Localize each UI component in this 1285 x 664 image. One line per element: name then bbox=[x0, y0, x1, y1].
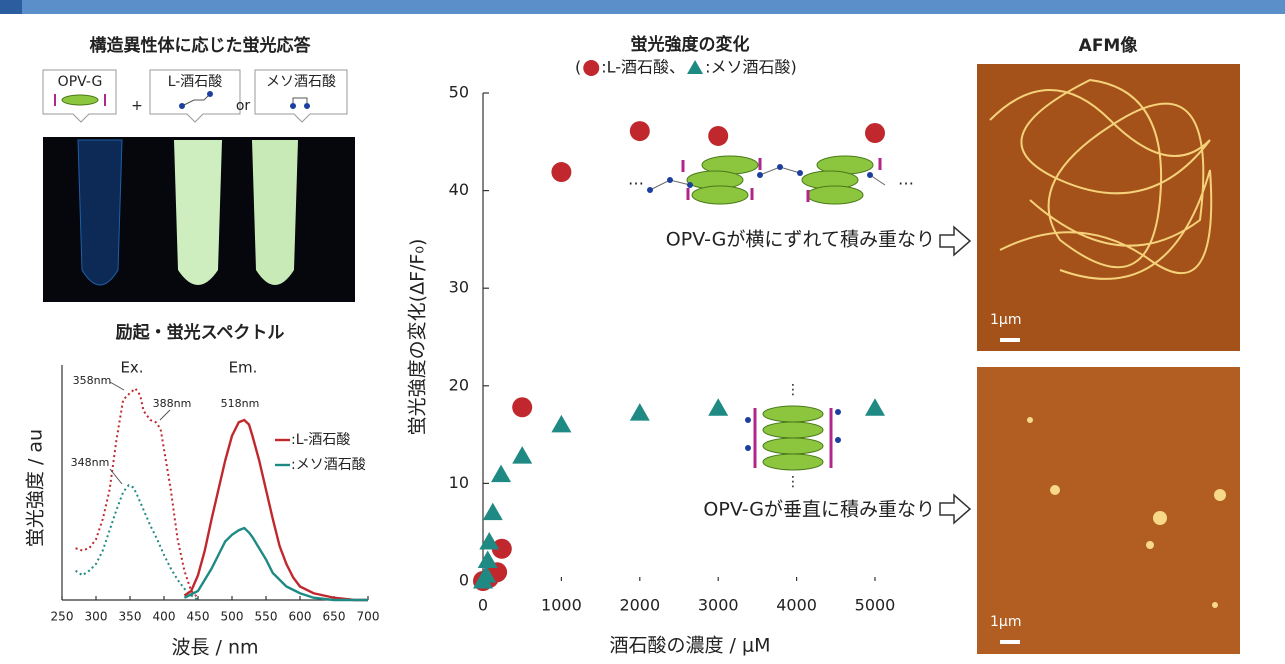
marker bbox=[708, 398, 728, 416]
y-tick-label: 30 bbox=[449, 278, 469, 297]
x-tick-label: 0 bbox=[478, 596, 488, 615]
atom bbox=[179, 103, 185, 109]
tube bbox=[174, 140, 222, 285]
annotation: 518nm bbox=[221, 397, 260, 410]
figure: 構造異性体に応じた蛍光応答 OPV-G L-酒石酸 メソ酒石酸 + or 励起・… bbox=[0, 0, 1285, 664]
plus: + bbox=[131, 98, 143, 114]
x-tick-label: 2000 bbox=[619, 596, 660, 615]
tube bbox=[78, 140, 122, 285]
header-bar bbox=[0, 0, 1285, 14]
panel-title: 構造異性体に応じた蛍光応答 bbox=[90, 35, 312, 56]
x-axis-label: 酒石酸の濃度 / μM bbox=[610, 635, 771, 657]
x-tick-label: 1000 bbox=[541, 596, 582, 615]
annotation: Ex. bbox=[120, 359, 143, 377]
callout-label: OPV-G bbox=[58, 74, 103, 90]
y-tick-label: 50 bbox=[449, 83, 469, 102]
legend-marker bbox=[583, 60, 599, 76]
header-tab bbox=[0, 0, 22, 14]
spectrum-line bbox=[184, 528, 368, 600]
subtitle: :L-酒石酸、 bbox=[601, 58, 685, 77]
annotation: OPV-Gが横にずれて積み重なり bbox=[666, 229, 935, 251]
marker bbox=[491, 465, 511, 483]
spectrum-title: 励起・蛍光スペクトル bbox=[116, 322, 285, 343]
scale-bar bbox=[1000, 640, 1020, 644]
y-tick-label: 20 bbox=[449, 375, 469, 394]
annotation: 388nm bbox=[153, 397, 192, 410]
marker bbox=[865, 123, 885, 143]
marker bbox=[551, 415, 571, 433]
atom bbox=[290, 103, 296, 109]
annotation: OPV-Gが垂直に積み重なり bbox=[703, 499, 935, 521]
x-tick-label: 650 bbox=[323, 610, 346, 624]
x-tick-label: 450 bbox=[187, 610, 210, 624]
callout-label: メソ酒石酸 bbox=[266, 74, 336, 90]
x-tick-label: 4000 bbox=[776, 596, 817, 615]
afm-image bbox=[977, 367, 1240, 654]
ellipsis: … bbox=[628, 170, 644, 189]
x-tick-label: 600 bbox=[289, 610, 312, 624]
marker bbox=[708, 126, 728, 146]
subtitle: :メソ酒石酸) bbox=[705, 58, 797, 77]
y-axis-label: 蛍光強度 / au bbox=[25, 429, 47, 547]
ellipsis: … bbox=[898, 170, 914, 189]
x-tick-label: 250 bbox=[51, 610, 74, 624]
annotation: 358nm bbox=[73, 374, 112, 387]
y-tick-label: 0 bbox=[459, 571, 469, 590]
marker bbox=[551, 162, 571, 182]
x-tick-label: 700 bbox=[357, 610, 380, 624]
scale-bar bbox=[1000, 338, 1020, 342]
scale-label: 1μm bbox=[990, 312, 1021, 328]
annotation: Em. bbox=[229, 359, 258, 377]
spectrum-line bbox=[76, 389, 198, 598]
legend-marker bbox=[687, 60, 703, 74]
x-tick-label: 500 bbox=[221, 610, 244, 624]
subtitle: ( bbox=[575, 58, 581, 77]
chart-title: 蛍光強度の変化 bbox=[631, 34, 750, 55]
y-tick-label: 40 bbox=[449, 180, 469, 199]
y-tick-label: 10 bbox=[449, 473, 469, 492]
marker bbox=[630, 403, 650, 421]
callout-label: L-酒石酸 bbox=[168, 74, 223, 90]
marker bbox=[512, 446, 532, 464]
x-tick-label: 3000 bbox=[698, 596, 739, 615]
y-axis-label: 蛍光強度の変化(ΔF/F₀) bbox=[407, 239, 429, 436]
molecule bbox=[62, 95, 98, 105]
x-tick-label: 350 bbox=[119, 610, 142, 624]
ellipsis: ⋮ bbox=[786, 474, 800, 490]
scale-label: 1μm bbox=[990, 614, 1021, 630]
ellipsis: ⋮ bbox=[786, 382, 800, 398]
x-tick-label: 300 bbox=[85, 610, 108, 624]
legend-label: :メソ酒石酸 bbox=[291, 457, 366, 473]
tube bbox=[252, 140, 298, 285]
x-tick-label: 550 bbox=[255, 610, 278, 624]
photo bbox=[43, 137, 355, 302]
or: or bbox=[236, 98, 251, 114]
x-tick-label: 5000 bbox=[855, 596, 896, 615]
x-tick-label: 400 bbox=[153, 610, 176, 624]
stack-illustration: … … ⋮ ⋮ bbox=[628, 156, 970, 523]
marker bbox=[483, 503, 503, 521]
marker bbox=[512, 397, 532, 417]
atom bbox=[304, 103, 310, 109]
x-axis-label: 波長 / nm bbox=[171, 637, 258, 659]
marker bbox=[865, 398, 885, 416]
marker bbox=[630, 121, 650, 141]
afm-title: AFM像 bbox=[1079, 36, 1139, 56]
legend-label: :L-酒石酸 bbox=[291, 432, 350, 448]
annotation: 348nm bbox=[71, 456, 110, 469]
atom bbox=[207, 91, 213, 97]
arrow bbox=[940, 227, 970, 523]
